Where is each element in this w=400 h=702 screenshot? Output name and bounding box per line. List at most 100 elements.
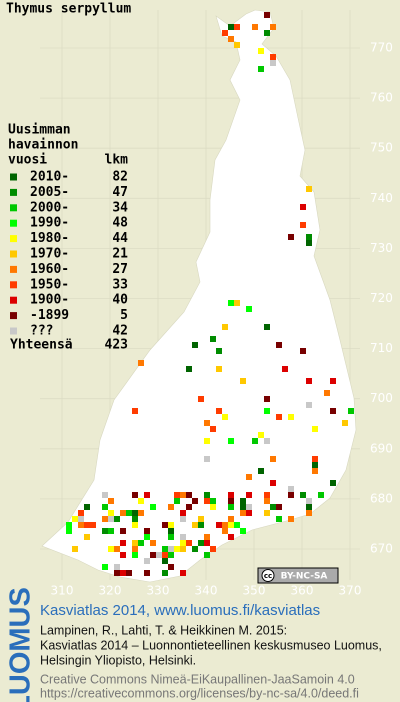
observation-square bbox=[108, 516, 114, 522]
observation-square bbox=[300, 204, 306, 210]
northing-label: 710 bbox=[370, 341, 393, 355]
observation-square bbox=[102, 492, 108, 498]
observation-square bbox=[318, 492, 324, 498]
citation: Helsingin Yliopisto, Helsinki. bbox=[40, 653, 196, 667]
observation-square bbox=[234, 42, 240, 48]
legend-count: 33 bbox=[112, 277, 128, 292]
observation-square bbox=[222, 528, 228, 534]
observation-square bbox=[162, 522, 168, 528]
observation-square bbox=[246, 510, 252, 516]
observation-square bbox=[264, 492, 270, 498]
observation-square bbox=[306, 186, 312, 192]
easting-label: 370 bbox=[339, 584, 362, 598]
legend-swatch bbox=[10, 265, 17, 273]
observation-square bbox=[246, 306, 252, 312]
observation-square bbox=[228, 24, 234, 30]
observation-square bbox=[84, 534, 90, 540]
observation-square bbox=[330, 378, 336, 384]
observation-square bbox=[72, 516, 78, 522]
observation-square bbox=[270, 504, 276, 510]
observation-square bbox=[120, 540, 126, 546]
observation-square bbox=[180, 516, 186, 522]
observation-square bbox=[258, 432, 264, 438]
species-title: Thymus serpyllum bbox=[6, 2, 131, 17]
observation-square bbox=[126, 570, 132, 576]
legend-label: 2000- bbox=[30, 200, 69, 215]
observation-square bbox=[186, 504, 192, 510]
observation-square bbox=[84, 522, 90, 528]
citation: Lampinen, R., Lahti, T. & Heikkinen M. 2… bbox=[40, 623, 287, 637]
observation-square bbox=[120, 552, 126, 558]
easting-label: 320 bbox=[99, 584, 122, 598]
observation-square bbox=[180, 546, 186, 552]
observation-square bbox=[204, 492, 210, 498]
legend-label: 1990- bbox=[30, 216, 69, 231]
citation: Kasviatlas 2014 – Luonnontieteellinen ke… bbox=[40, 638, 382, 652]
legend-swatch bbox=[10, 219, 17, 227]
northing-label: 740 bbox=[370, 191, 393, 205]
observation-square bbox=[168, 564, 174, 570]
observation-square bbox=[240, 504, 246, 510]
observation-square bbox=[240, 510, 246, 516]
observation-square bbox=[270, 60, 276, 66]
observation-square bbox=[78, 522, 84, 528]
northing-label: 760 bbox=[370, 91, 393, 105]
northing-label: 750 bbox=[370, 141, 393, 155]
observation-square bbox=[288, 234, 294, 240]
observation-square bbox=[246, 492, 252, 498]
observation-square bbox=[168, 552, 174, 558]
observation-square bbox=[138, 360, 144, 366]
observation-square bbox=[186, 366, 192, 372]
legend-label: 1950- bbox=[30, 277, 69, 292]
observation-square bbox=[306, 402, 312, 408]
observation-square bbox=[228, 438, 234, 444]
observation-square bbox=[90, 522, 96, 528]
observation-square bbox=[240, 498, 246, 504]
observation-square bbox=[132, 408, 138, 414]
observation-square bbox=[228, 36, 234, 42]
observation-square bbox=[270, 54, 276, 60]
axes: 770 760 750 740 730 720 710 700 690 680 670 310 320 3… bbox=[51, 41, 393, 598]
observation-square bbox=[180, 570, 186, 576]
legend-label: 1980- bbox=[30, 231, 69, 246]
observation-square bbox=[180, 540, 186, 546]
observation-square bbox=[144, 534, 150, 540]
observation-square bbox=[198, 540, 204, 546]
observation-square bbox=[150, 552, 156, 558]
observation-square bbox=[210, 498, 216, 504]
northing-label: 670 bbox=[370, 542, 393, 556]
legend: Uusimman havainnon vuosi lkm Yhteensä 42… bbox=[8, 123, 128, 353]
legend-swatch bbox=[10, 188, 17, 196]
observations bbox=[66, 12, 354, 576]
observation-square bbox=[108, 498, 114, 504]
observation-square bbox=[228, 300, 234, 306]
observation-square bbox=[252, 438, 258, 444]
observation-square bbox=[312, 468, 318, 474]
observation-square bbox=[216, 408, 222, 414]
observation-square bbox=[330, 480, 336, 486]
observation-square bbox=[168, 528, 174, 534]
legend-swatch bbox=[10, 204, 17, 212]
observation-square bbox=[162, 546, 168, 552]
cc-icon: cc bbox=[264, 572, 272, 580]
observation-square bbox=[210, 336, 216, 342]
observation-square bbox=[204, 420, 210, 426]
observation-square bbox=[204, 540, 210, 546]
legend-total: 423 bbox=[105, 338, 128, 353]
observation-square bbox=[66, 522, 72, 528]
observation-square bbox=[162, 558, 168, 564]
observation-square bbox=[144, 492, 150, 498]
observation-square bbox=[138, 498, 144, 504]
legend-heading: vuosi bbox=[8, 153, 47, 168]
observation-square bbox=[222, 414, 228, 420]
license-line: Creative Commons Nimeä-EiKaupallinen-Jaa… bbox=[40, 672, 355, 686]
observation-square bbox=[246, 474, 252, 480]
observation-square bbox=[168, 504, 174, 510]
observation-square bbox=[102, 528, 108, 534]
observation-square bbox=[204, 456, 210, 462]
observation-square bbox=[132, 492, 138, 498]
observation-square bbox=[108, 510, 114, 516]
observation-square bbox=[186, 540, 192, 546]
observation-square bbox=[234, 24, 240, 30]
